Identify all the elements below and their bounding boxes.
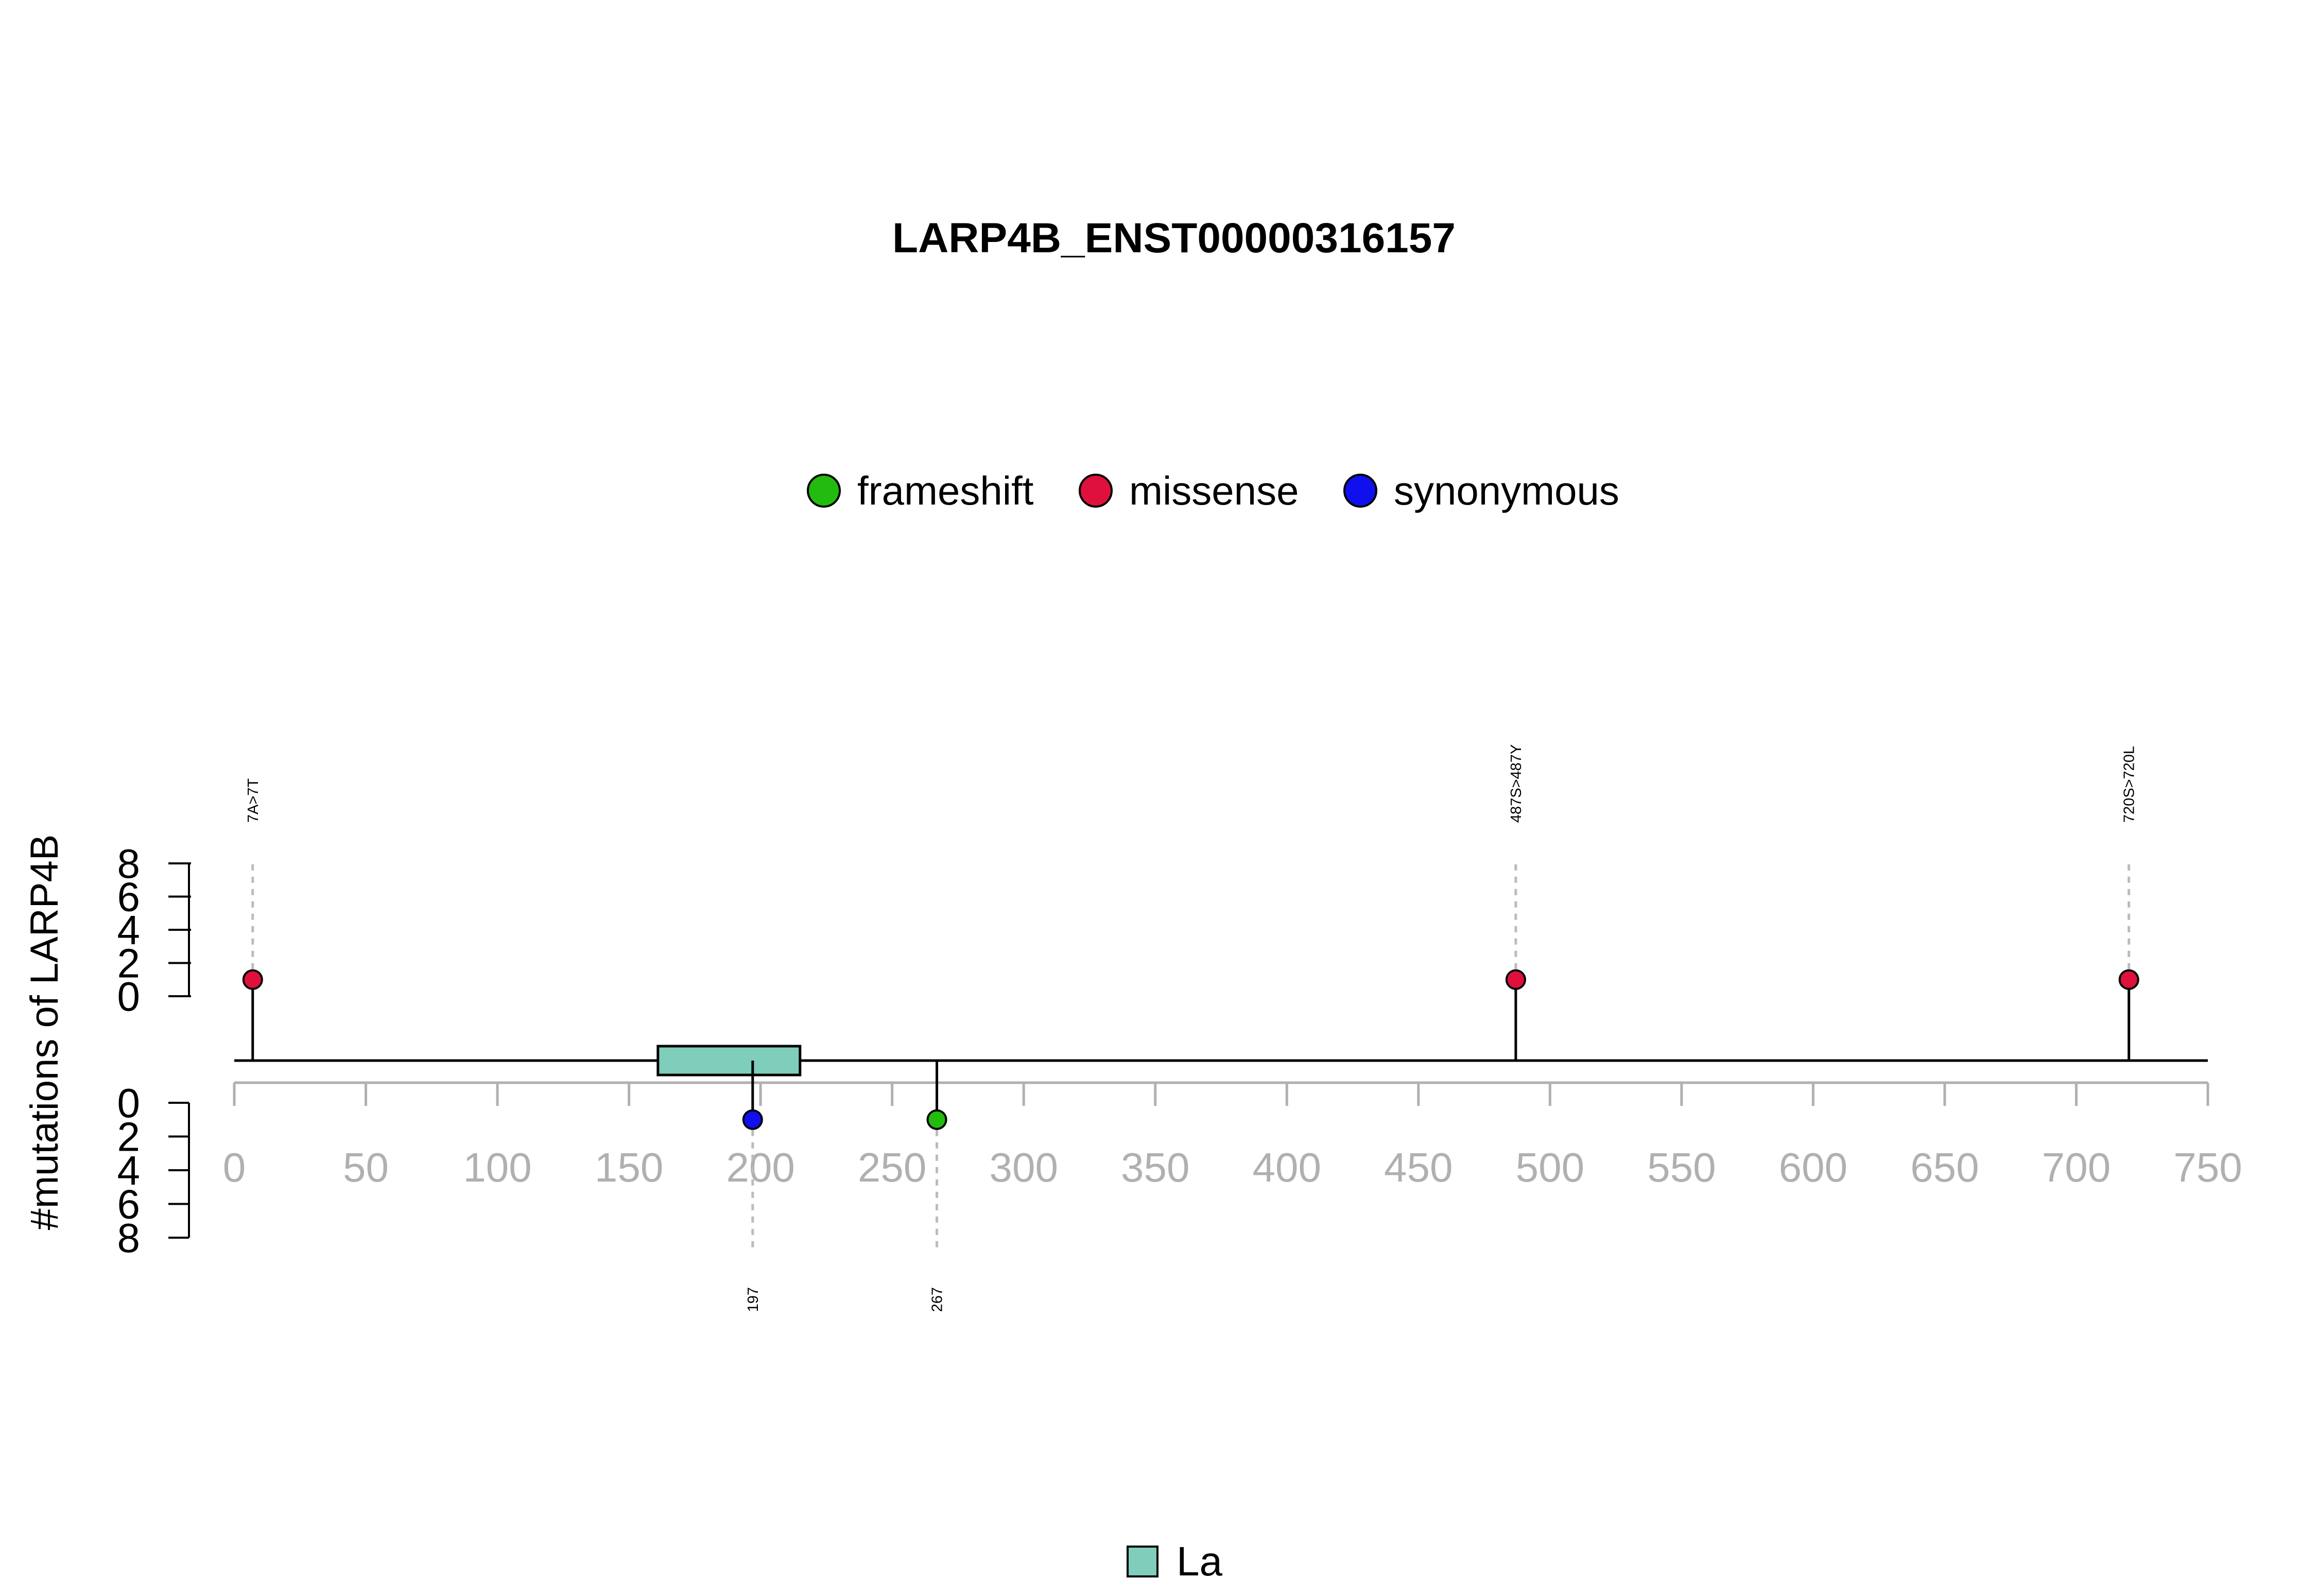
x-tick-label: 250	[858, 1144, 926, 1190]
lollipop-head-synonymous	[742, 1109, 763, 1130]
x-tick-label: 750	[2173, 1144, 2242, 1190]
x-tick-label: 0	[223, 1144, 246, 1190]
legend-label-missense: missense	[1129, 468, 1299, 513]
domain-layer	[656, 1045, 802, 1077]
x-tick-label: 700	[2042, 1144, 2111, 1190]
lollipop-head-frameshift	[926, 1109, 947, 1130]
x-tick-label: 550	[1647, 1144, 1716, 1190]
y-bottom-tick-label: 4	[117, 1148, 141, 1193]
lollipop-head-missense	[242, 969, 263, 990]
x-tick-label: 50	[343, 1144, 389, 1190]
x-tick-label: 150	[595, 1144, 663, 1190]
legend-marker-synonymous	[1343, 474, 1377, 508]
y-top-tick-label: 8	[117, 841, 141, 887]
x-axis: 0 50 100 150 200 250 300 350 400 450 500 550 600 650 7…	[223, 1081, 2242, 1190]
y-top-tick-label: 0	[117, 974, 141, 1019]
lollipop-label: 267	[929, 1287, 946, 1312]
lollipop-label: 7A>7T	[245, 778, 262, 823]
x-tick-label: 200	[726, 1144, 794, 1190]
y-bottom-tick-label: 6	[117, 1182, 141, 1227]
legend-label-synonymous: synonymous	[1394, 468, 1619, 513]
y-bottom-tick-label: 0	[117, 1080, 141, 1126]
x-tick-label: 100	[463, 1144, 531, 1190]
domain-legend-label: La	[1177, 1538, 1222, 1584]
mutation-lollipops: 7A>7T 487S>487Y 720S>720L 197 267	[242, 744, 2139, 1312]
lollipop-head-missense	[2118, 969, 2139, 990]
domain-legend-swatch	[1127, 1546, 1158, 1577]
domain-legend: La	[1127, 1538, 1222, 1584]
lollipop-label: 720S>720L	[2121, 746, 2138, 823]
x-tick-label: 650	[1910, 1144, 1979, 1190]
lollipop-head-missense	[1505, 969, 1526, 990]
mutation-type-legend: frameshift missense synonymous	[807, 468, 1619, 513]
y-top-tick-label: 6	[117, 874, 141, 920]
x-tick-label: 500	[1516, 1144, 1584, 1190]
x-tick-label: 600	[1779, 1144, 1847, 1190]
x-tick-label: 400	[1253, 1144, 1321, 1190]
y-bottom-tick-label: 8	[117, 1215, 141, 1261]
y-top-tick-label: 4	[117, 907, 141, 953]
domain-La	[656, 1045, 802, 1077]
x-tick-label: 450	[1384, 1144, 1453, 1190]
lollipop-label: 197	[745, 1287, 762, 1312]
chart-title: LARP4B_ENST00000316157	[892, 215, 1456, 262]
x-tick-label: 350	[1121, 1144, 1189, 1190]
y-top-tick-label: 2	[117, 941, 141, 986]
x-tick-label: 300	[989, 1144, 1058, 1190]
legend-marker-frameshift	[807, 474, 841, 508]
legend-marker-missense	[1079, 474, 1113, 508]
legend-label-frameshift: frameshift	[857, 468, 1034, 513]
y-bottom-tick-label: 2	[117, 1114, 141, 1160]
y-axis-label: #mutations of LARP4B	[23, 835, 66, 1230]
lollipop-label: 487S>487Y	[1508, 744, 1525, 823]
